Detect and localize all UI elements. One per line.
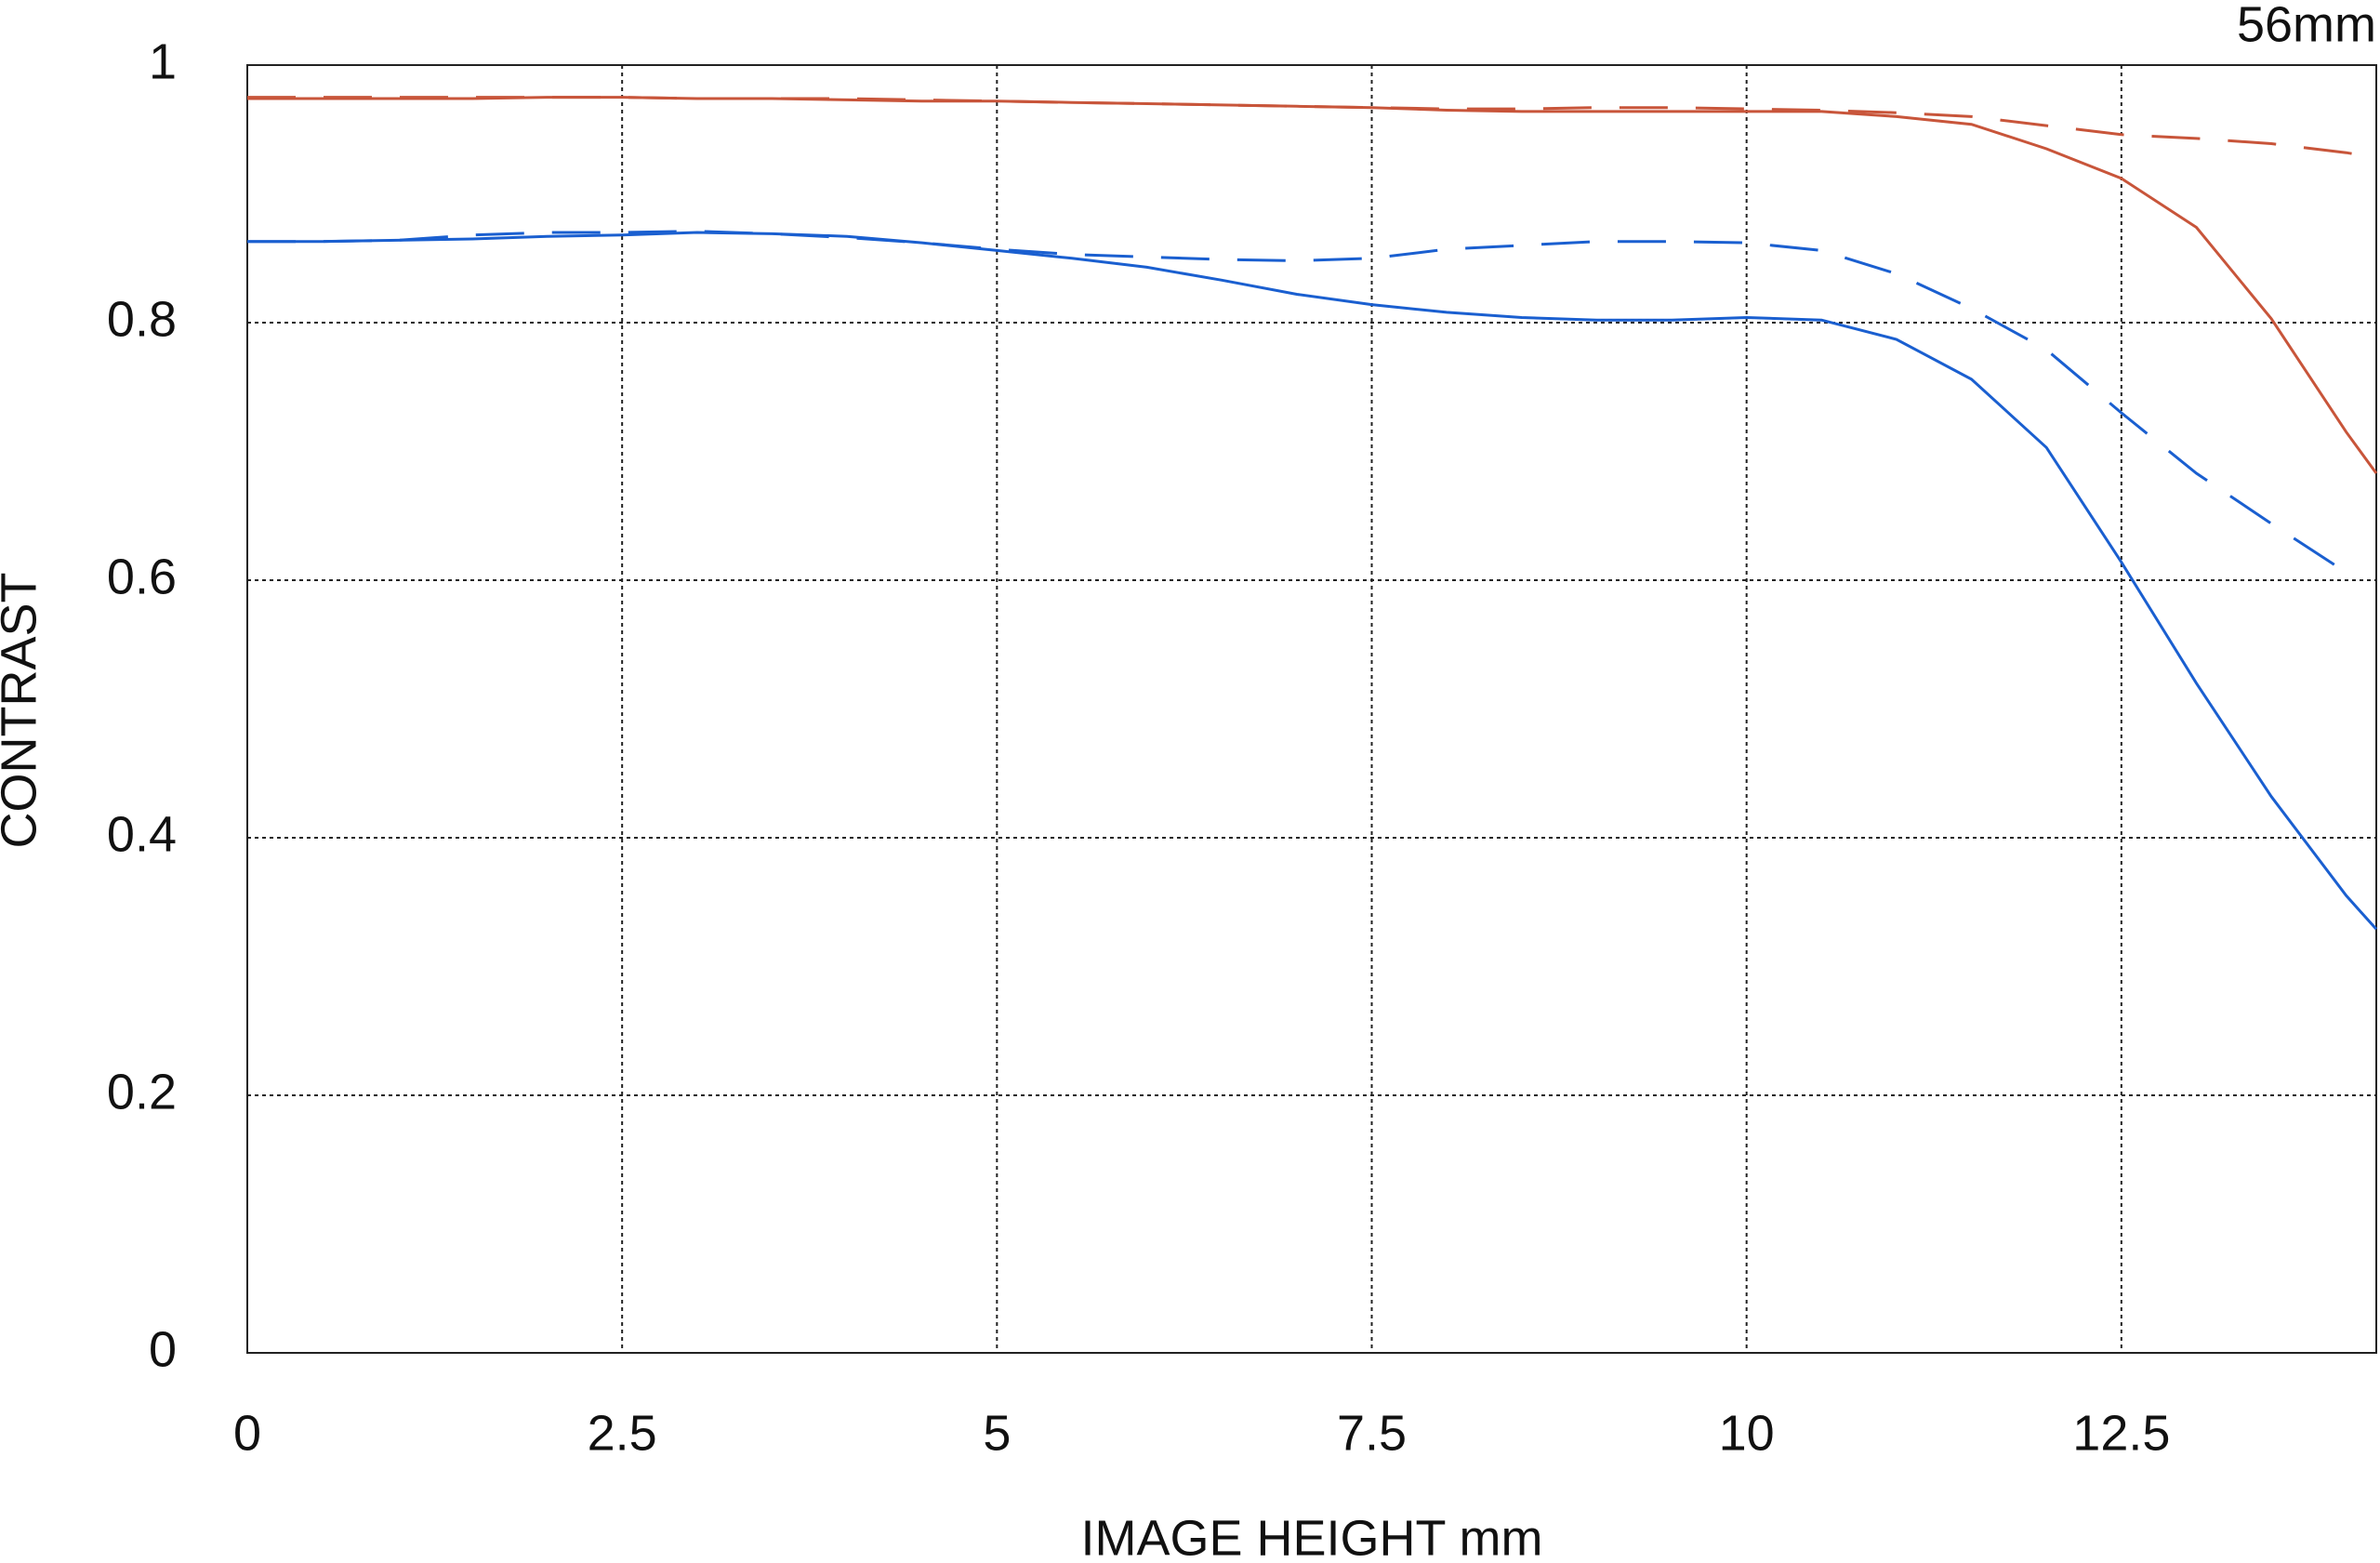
- series-line: [247, 231, 2378, 931]
- series-line: [247, 230, 2347, 574]
- y-tick-label: 0.6: [107, 549, 177, 604]
- y-tick-label: 1: [149, 33, 177, 89]
- y-tick-label: 0.8: [107, 291, 177, 347]
- x-axis-label: IMAGE HEIGHT mm: [1080, 1510, 1542, 1563]
- series-line: [247, 96, 2378, 474]
- plot-frame: [246, 64, 2377, 1354]
- y-axis-label: CONTRAST: [0, 573, 46, 849]
- x-tick-label: 10: [1719, 1405, 1775, 1461]
- x-tick-label: 5: [983, 1405, 1011, 1461]
- x-tick-label: 12.5: [2072, 1405, 2170, 1461]
- x-tick-label: 7.5: [1337, 1405, 1407, 1461]
- x-tick-label: 2.5: [588, 1405, 657, 1461]
- chart-title: 56mm: [2237, 0, 2376, 52]
- x-tick-label: 0: [233, 1405, 261, 1461]
- y-tick-label: 0.4: [107, 806, 177, 862]
- series-line: [247, 96, 2377, 160]
- y-tick-label: 0.2: [107, 1064, 177, 1119]
- y-tick-label: 0: [149, 1321, 177, 1377]
